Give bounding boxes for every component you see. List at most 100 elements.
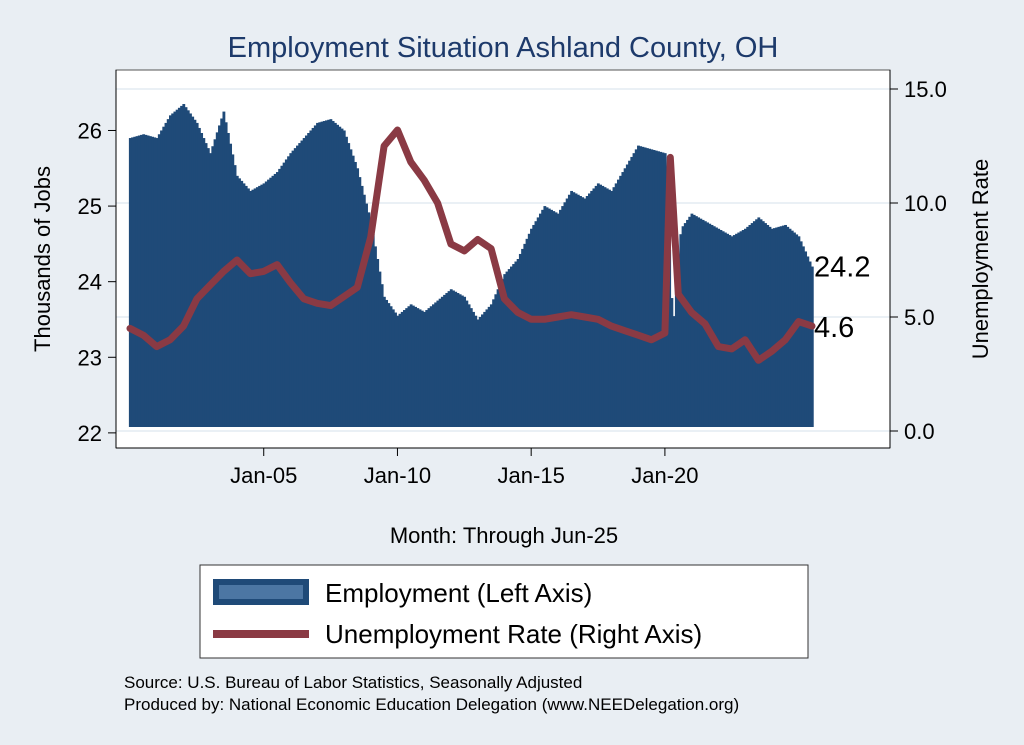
employment-bar — [688, 216, 692, 427]
employment-bar — [240, 180, 244, 427]
employment-bar — [162, 126, 166, 427]
employment-bar — [739, 231, 743, 427]
employment-bar — [795, 234, 799, 427]
employment-bar — [770, 228, 774, 427]
employment-bar — [472, 311, 475, 427]
employment-bar — [320, 121, 324, 427]
source-line-1: Source: U.S. Bureau of Labor Statistics,… — [124, 673, 582, 692]
employment-bar — [581, 197, 585, 427]
employment-bar — [169, 115, 172, 428]
employment-bar — [494, 294, 498, 427]
employment-bar — [775, 227, 779, 427]
employment-bar — [409, 304, 413, 427]
left-axis: 22 23 24 25 26 — [78, 70, 117, 448]
employment-bar — [501, 279, 504, 427]
employment-bar — [487, 306, 491, 427]
employment-bar — [235, 175, 239, 427]
employment-bar — [810, 266, 814, 427]
employment-bar — [588, 193, 591, 427]
right-tick-label: 0.0 — [904, 419, 935, 444]
employment-bar — [400, 311, 404, 427]
employment-bar — [476, 319, 480, 427]
employment-bar — [458, 294, 462, 427]
employment-bar — [353, 161, 357, 428]
employment-bar — [148, 136, 152, 427]
employment-bar — [378, 271, 382, 427]
employment-bar — [637, 145, 640, 427]
employment-bar — [394, 312, 397, 427]
legend: Employment (Left Axis) Unemployment Rate… — [199, 564, 809, 659]
left-tick-label: 26 — [78, 118, 102, 143]
left-tick-label: 24 — [78, 270, 102, 295]
employment-bar — [238, 178, 241, 427]
employment-bar — [269, 177, 273, 427]
employment-bars — [128, 104, 814, 428]
employment-bar — [445, 293, 449, 427]
employment-bar — [429, 306, 433, 427]
employment-bar — [260, 184, 264, 427]
employment-bar — [329, 119, 333, 427]
x-tick-label: Jan-10 — [364, 463, 431, 488]
employment-bar — [193, 119, 197, 428]
employment-bar — [360, 185, 364, 427]
employment-bar — [681, 226, 685, 427]
employment-bar — [485, 309, 489, 427]
employment-bar — [804, 251, 808, 427]
employment-bar — [567, 194, 571, 427]
employment-bar — [530, 228, 533, 427]
employment-bar — [590, 190, 594, 427]
employment-bar — [574, 193, 578, 427]
employment-bar — [594, 185, 598, 427]
employment-bar — [420, 310, 424, 427]
employment-bar — [723, 232, 727, 427]
employment-bar — [532, 224, 536, 427]
employment-bar — [338, 126, 342, 427]
employment-bar — [496, 289, 500, 427]
employment-bar — [345, 136, 348, 427]
employment-bar — [603, 187, 607, 427]
employment-bar — [311, 127, 315, 428]
employment-bar — [267, 179, 270, 427]
employment-bar — [492, 299, 495, 427]
employment-bar — [182, 104, 186, 428]
employment-bar — [773, 228, 776, 427]
employment-bar — [356, 168, 360, 427]
employment-bar — [137, 135, 141, 427]
employment-bar — [748, 224, 752, 427]
employment-bar — [657, 151, 660, 427]
employment-bar — [527, 233, 531, 427]
employment-bar — [202, 138, 206, 428]
employment-bar — [608, 189, 611, 427]
employment-bar — [465, 300, 469, 427]
employment-bar — [226, 133, 230, 427]
employment-bar — [777, 226, 781, 427]
employment-bar — [746, 226, 750, 427]
employment-end-label: 24.2 — [814, 252, 870, 284]
employment-bar — [764, 223, 767, 427]
employment-bar — [153, 137, 157, 427]
employment-bar — [505, 271, 509, 427]
employment-bar — [191, 116, 195, 428]
employment-bar — [166, 119, 170, 427]
x-tick-label: Jan-20 — [631, 463, 698, 488]
employment-bar — [436, 300, 440, 427]
employment-bar — [755, 219, 758, 427]
employment-bar — [715, 227, 718, 427]
employment-bar — [142, 134, 146, 427]
employment-bar — [641, 146, 645, 428]
employment-bar — [432, 304, 435, 427]
employment-bar — [309, 130, 313, 428]
employment-bar — [418, 309, 422, 427]
employment-bar — [367, 212, 371, 427]
employment-bar — [385, 299, 389, 427]
employment-bar — [197, 127, 201, 428]
employment-bar — [376, 259, 380, 427]
employment-bar — [690, 213, 694, 427]
right-tick-label: 5.0 — [904, 305, 935, 330]
employment-bar — [189, 113, 192, 427]
employment-bar — [280, 165, 284, 427]
employment-bar — [278, 168, 282, 427]
employment-bar — [799, 241, 803, 427]
employment-bar — [610, 190, 614, 427]
x-tick-label: Jan-05 — [230, 463, 297, 488]
